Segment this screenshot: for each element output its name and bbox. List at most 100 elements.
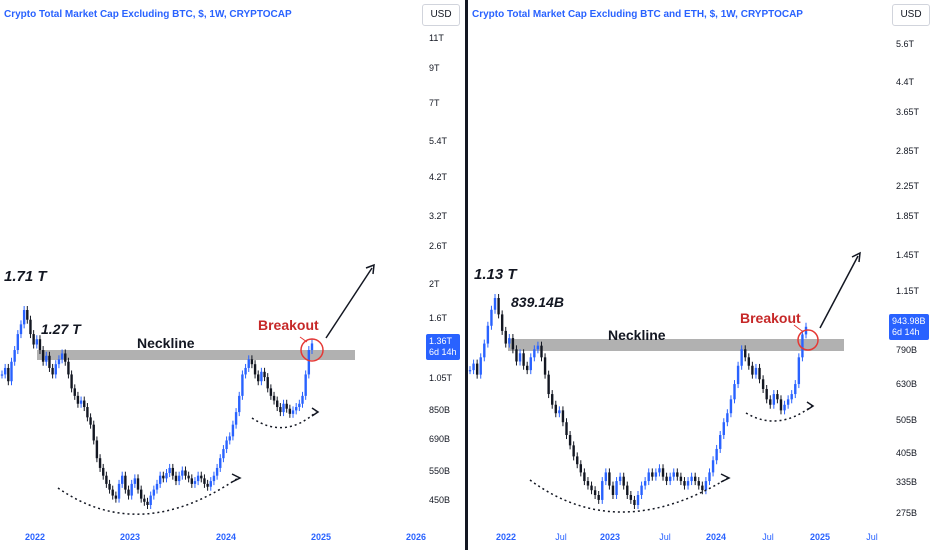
- right-y-tick-label: 1.45T: [896, 250, 920, 260]
- left-candle-body: [301, 395, 304, 404]
- left-chart-svg[interactable]: 11T 9T 7T 5.4T 4.2T 3.2T 2.6T 2T 1.6T 1.05T 850B 69…: [0, 0, 465, 550]
- right-high-label: 1.13 T: [474, 266, 518, 283]
- panel-divider[interactable]: [465, 0, 468, 550]
- left-breakout-circle: [300, 338, 324, 362]
- right-candle-body: [590, 485, 593, 491]
- left-candle-body: [171, 467, 175, 476]
- right-candle-body: [744, 349, 747, 358]
- right-candle-body: [676, 472, 679, 477]
- right-rounded-bottom-curve: [529, 477, 729, 513]
- right-candle-body: [690, 476, 693, 482]
- right-candle-body: [758, 367, 761, 380]
- left-candle-body: [260, 371, 263, 382]
- left-candle-body: [124, 475, 127, 490]
- left-small-curve-arrowhead: [311, 407, 320, 417]
- left-candle-body: [89, 417, 92, 425]
- left-candle-body: [67, 361, 70, 375]
- left-candle-body: [64, 353, 67, 362]
- left-chart-panel: Crypto Total Market Cap Excluding BTC, $…: [0, 0, 465, 550]
- left-candle-body: [60, 353, 64, 360]
- left-candle-body: [266, 377, 269, 389]
- left-candle-body: [250, 359, 254, 365]
- left-candle-body: [45, 355, 48, 362]
- left-candle-body: [219, 458, 222, 468]
- left-candle-body: [3, 367, 7, 375]
- right-candle-body: [715, 448, 718, 461]
- left-y-tick-label: 690B: [429, 434, 450, 444]
- left-candle-body: [206, 483, 209, 487]
- right-candle-body: [761, 379, 765, 389]
- right-candle-body: [686, 481, 690, 486]
- left-candle-body: [41, 350, 45, 362]
- left-candle-body: [86, 407, 89, 418]
- left-y-tick-label: 9T: [429, 63, 440, 73]
- left-target-arrowhead: [365, 263, 375, 275]
- right-y-tick-label: 405B: [896, 448, 917, 458]
- right-x-tick-label: Jul: [659, 532, 671, 542]
- left-resistance-label: 1.27 T: [41, 321, 82, 337]
- left-y-tick-label: 7T: [429, 98, 440, 108]
- right-candle-body: [701, 485, 704, 491]
- left-y-tick-label: 11T: [429, 33, 444, 43]
- left-candle-body: [162, 475, 165, 479]
- right-candle-body: [754, 367, 758, 375]
- left-candle-body: [203, 478, 206, 484]
- left-candle-body: [22, 310, 26, 325]
- left-candle-body: [136, 478, 140, 490]
- left-candle-body: [263, 371, 266, 378]
- left-y-tick-label: 5.4T: [429, 136, 448, 146]
- right-candle-body: [797, 357, 801, 385]
- right-breakout-label: Breakout: [740, 310, 801, 326]
- left-candle-body: [117, 483, 121, 499]
- right-candle-body: [633, 499, 636, 505]
- right-resistance-label: 839.14B: [511, 294, 564, 310]
- left-candle-body: [238, 395, 241, 413]
- left-candle-body: [111, 489, 114, 496]
- left-price-series: [0, 306, 314, 509]
- left-candle-body: [149, 495, 152, 505]
- right-candle-body: [790, 394, 793, 400]
- right-neckline-band: [508, 339, 844, 351]
- left-candle-body: [222, 449, 225, 459]
- right-curve-arrowhead: [720, 473, 731, 483]
- left-candle-body: [269, 388, 273, 396]
- right-candle-body: [529, 357, 532, 371]
- right-candle-body: [611, 485, 615, 495]
- right-y-tick-label: 3.65T: [896, 107, 920, 117]
- left-last-price: 1.36T: [429, 336, 453, 346]
- left-candle-body: [130, 483, 133, 496]
- right-candle-body: [486, 325, 490, 344]
- right-currency-button[interactable]: USD: [892, 4, 930, 26]
- left-candle-body: [177, 475, 181, 482]
- right-chart-title: Crypto Total Market Cap Excluding BTC an…: [472, 9, 803, 20]
- left-currency-button[interactable]: USD: [422, 4, 460, 26]
- right-last-price: 943.98B: [892, 316, 926, 326]
- left-high-label: 1.71 T: [4, 268, 48, 285]
- left-target-arrow: [325, 267, 373, 339]
- left-candle-body: [215, 467, 219, 476]
- right-candle-body: [654, 472, 658, 477]
- right-candle-body: [508, 338, 511, 344]
- left-candle-body: [54, 364, 57, 375]
- left-candle-body: [200, 475, 203, 479]
- right-price-tag: 943.98B 6d 14h: [889, 314, 929, 340]
- right-x-tick-label: 2024: [706, 532, 726, 542]
- left-candle-body: [51, 367, 54, 375]
- right-x-tick-label: 2023: [600, 532, 620, 542]
- right-candle-body: [733, 384, 736, 400]
- right-small-curve: [745, 405, 813, 422]
- right-candle-body: [651, 472, 654, 477]
- left-candle-body: [73, 388, 76, 396]
- left-y-axis: 11T 9T 7T 5.4T 4.2T 3.2T 2.6T 2T 1.6T 1.05T 850B 69…: [429, 33, 453, 505]
- right-candle-body: [547, 374, 550, 395]
- left-chart-title: Crypto Total Market Cap Excluding BTC, $…: [4, 9, 292, 20]
- left-candle-body: [79, 400, 83, 404]
- left-candle-body: [13, 350, 16, 362]
- left-candle-body: [143, 498, 146, 502]
- left-candle-body: [155, 483, 159, 490]
- right-candle-body: [626, 485, 629, 495]
- right-candle-body: [493, 298, 497, 310]
- left-y-tick-label: 1.6T: [429, 313, 448, 323]
- right-chart-svg[interactable]: 5.6T 4.4T 3.65T 2.85T 2.25T 1.85T 1.45T 1.15T 79…: [468, 0, 932, 550]
- left-candle-body: [57, 359, 61, 365]
